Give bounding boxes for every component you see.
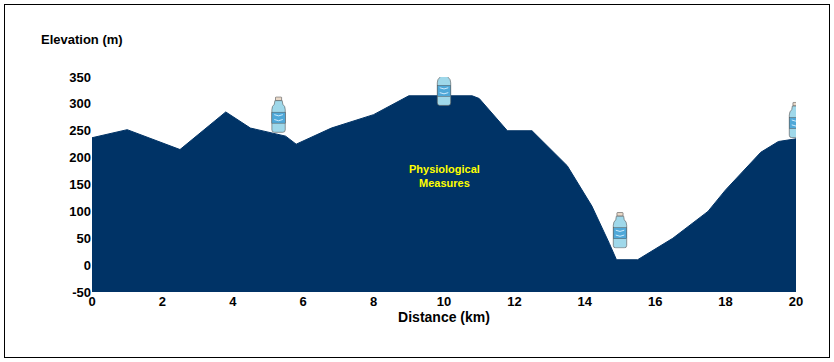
svg-text:150: 150	[69, 177, 91, 192]
svg-text:250: 250	[69, 123, 91, 138]
svg-text:16: 16	[648, 294, 662, 309]
svg-text:0: 0	[88, 294, 95, 309]
svg-text:12: 12	[507, 294, 521, 309]
svg-text:350: 350	[69, 70, 91, 85]
svg-text:10: 10	[437, 294, 451, 309]
svg-text:300: 300	[69, 96, 91, 111]
svg-text:6: 6	[300, 294, 307, 309]
svg-text:4: 4	[229, 294, 237, 309]
svg-text:Distance (km): Distance (km)	[398, 309, 490, 325]
svg-text:PhysiologicalMeasures: PhysiologicalMeasures	[409, 163, 480, 189]
svg-text:8: 8	[370, 294, 377, 309]
svg-text:2: 2	[159, 294, 166, 309]
svg-text:18: 18	[718, 294, 732, 309]
svg-text:Elevation (m): Elevation (m)	[41, 32, 123, 47]
svg-text:20: 20	[789, 294, 803, 309]
svg-text:100: 100	[69, 204, 91, 219]
svg-text:200: 200	[69, 150, 91, 165]
svg-text:0: 0	[84, 258, 91, 273]
svg-text:-50: -50	[72, 285, 91, 300]
svg-text:14: 14	[578, 294, 593, 309]
svg-text:50: 50	[77, 231, 91, 246]
